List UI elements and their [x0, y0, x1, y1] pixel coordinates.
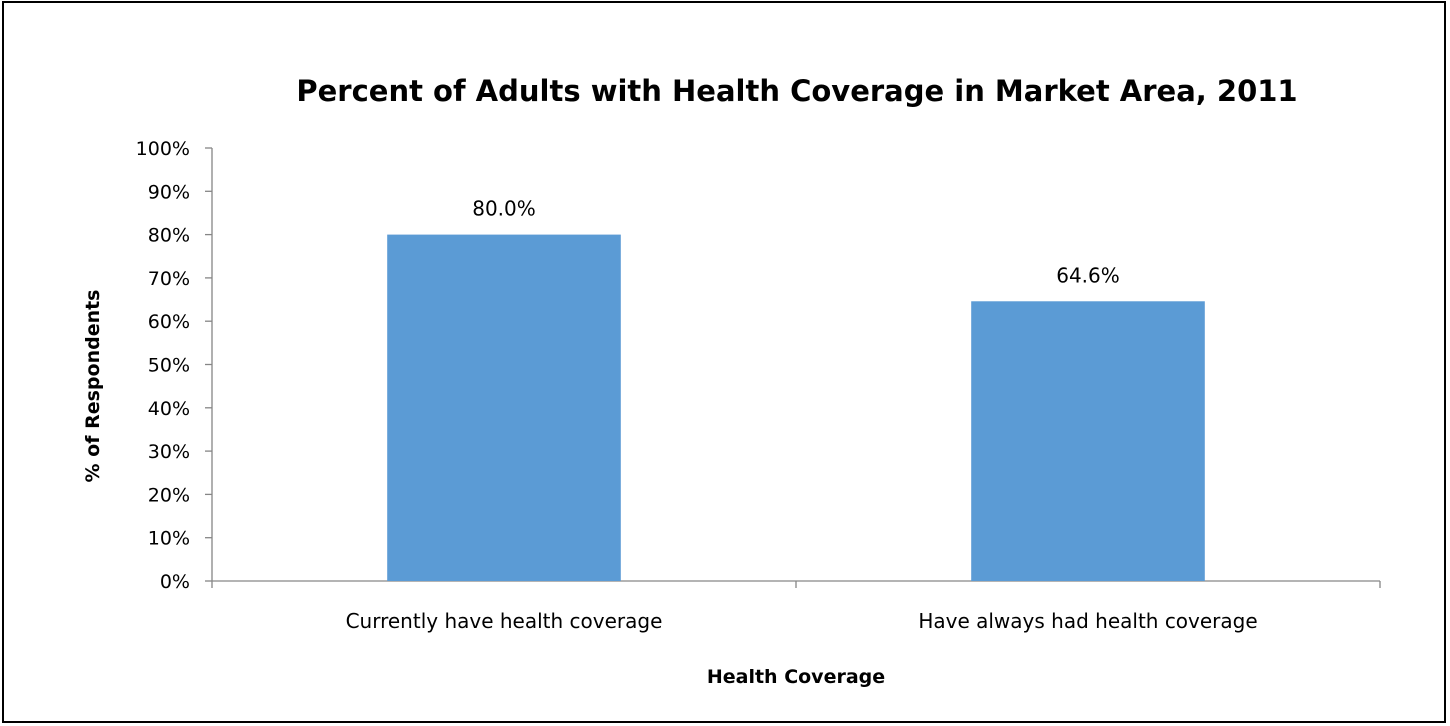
y-tick-label: 0%	[160, 571, 190, 593]
y-tick-label: 90%	[148, 181, 190, 203]
x-axis-title: Health Coverage	[707, 666, 885, 688]
y-tick-label: 100%	[136, 138, 190, 160]
x-category-label: Have always had health coverage	[918, 609, 1257, 633]
y-tick-label: 60%	[148, 311, 190, 333]
y-axis-title: % of Respondents	[82, 290, 104, 483]
chart-title: Percent of Adults with Health Coverage i…	[296, 74, 1297, 108]
bar	[387, 234, 621, 581]
y-tick-label: 80%	[148, 225, 190, 247]
y-tick-label: 50%	[148, 355, 190, 377]
y-tick-label: 70%	[148, 268, 190, 290]
y-tick-label: 10%	[148, 528, 190, 550]
y-tick-label: 40%	[148, 398, 190, 420]
x-category-label: Currently have health coverage	[346, 609, 663, 633]
y-tick-label: 30%	[148, 441, 190, 463]
plot-area: 0% 10% 20% 30% 40% 50% 60% 70% 80% 90% 100% 80.0% Cu…	[136, 138, 1381, 633]
data-label: 64.6%	[1056, 263, 1120, 287]
data-label: 80.0%	[472, 197, 536, 221]
bar-chart: Percent of Adults with Health Coverage i…	[82, 74, 1381, 688]
bar	[971, 301, 1205, 581]
y-tick-label: 20%	[148, 484, 190, 506]
